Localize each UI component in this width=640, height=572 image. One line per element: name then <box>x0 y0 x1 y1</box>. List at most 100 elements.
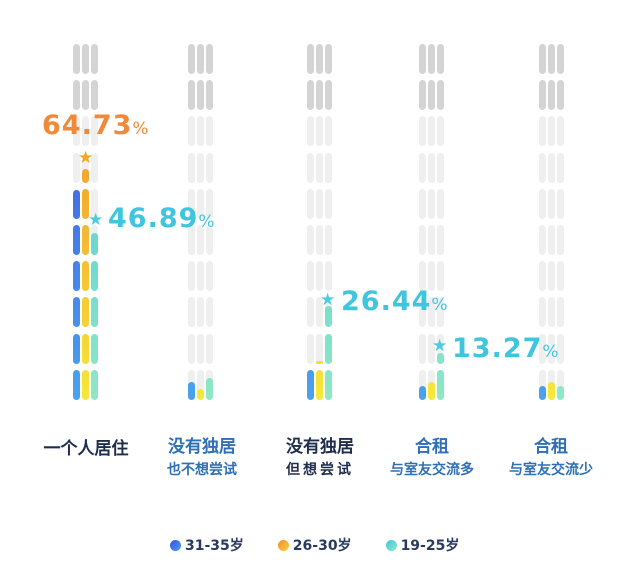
bar-track-segment <box>316 261 323 292</box>
bar-track-segment <box>307 152 314 183</box>
star-icon: ★ <box>88 210 104 230</box>
bar-track-segment <box>539 152 546 183</box>
bar-track-segment <box>316 44 323 74</box>
bar-column-2 <box>188 0 228 410</box>
bar-track-segment <box>206 152 213 183</box>
bar-track-segment <box>548 225 555 255</box>
bar-track-segment <box>437 44 444 74</box>
blue-dot-icon <box>170 539 181 551</box>
bar-track-segment <box>325 152 332 183</box>
bar-track-segment <box>548 152 555 183</box>
bar-track-segment <box>325 116 332 147</box>
bar-track-segment <box>557 116 564 147</box>
bar-fill-26-30岁 <box>82 169 89 183</box>
percent-sign: % <box>431 295 449 315</box>
bar-track-segment <box>206 261 213 292</box>
bar-track-segment <box>197 44 204 74</box>
bar-track-segment <box>316 188 323 219</box>
bar-track-segment <box>73 152 80 183</box>
star-icon: ★ <box>78 148 94 168</box>
bar-track-segment <box>73 80 80 111</box>
bar-track-segment <box>316 225 323 255</box>
bar-fill-26-30岁 <box>82 225 89 255</box>
bar-track-segment <box>428 152 435 183</box>
bar-track-segment <box>188 188 195 219</box>
bar-track-segment <box>206 188 213 219</box>
bar-track-segment <box>437 188 444 219</box>
bar-track-segment <box>437 333 444 364</box>
bar-track-segment <box>316 152 323 183</box>
category-label-5: 合租 与室友交流少 <box>491 432 611 479</box>
bar-track-segment <box>307 80 314 111</box>
orange-dot-icon <box>277 539 289 551</box>
bar-fill-26-30岁 <box>197 389 204 400</box>
label-line2: 与室友交流少 <box>509 462 593 478</box>
callout-value: 64.73 <box>42 110 133 141</box>
legend: 31-35岁 26-30岁 19-25岁 <box>170 535 459 555</box>
bar-track-segment <box>539 333 546 364</box>
label-line2: 也不想尝试 <box>167 462 237 478</box>
label-line1: 没有独居 <box>168 437 236 457</box>
category-label-1: 一个人居住 <box>26 434 146 459</box>
bar-track-segment <box>539 369 546 400</box>
bar-track-segment <box>197 116 204 147</box>
bar-fill-26-30岁 <box>82 188 89 219</box>
bar-track-segment <box>188 80 195 111</box>
legend-label: 19-25岁 <box>400 538 460 554</box>
bar-track-segment <box>188 152 195 183</box>
bar-track-segment <box>188 261 195 292</box>
bar-track-segment <box>82 44 89 74</box>
bar-fill-31-35岁 <box>307 369 314 400</box>
label-line2: 与室友交流多 <box>390 462 474 478</box>
bar-track-segment <box>428 80 435 111</box>
bar-track-segment <box>91 80 98 111</box>
bar-fill-26-30岁 <box>82 261 89 292</box>
bar-track-segment <box>307 188 314 219</box>
bar-fill-31-35岁 <box>539 385 546 400</box>
bar-track-segment <box>206 297 213 328</box>
bar-track-segment <box>197 333 204 364</box>
bar-track-segment <box>82 116 89 147</box>
label-line1: 合租 <box>415 437 449 457</box>
bar-track-segment <box>325 188 332 219</box>
bar-track-segment <box>557 80 564 111</box>
bar-track-segment <box>419 333 426 364</box>
bar-track-segment <box>206 333 213 364</box>
bar-track-segment <box>419 369 426 400</box>
bar-track-segment <box>428 44 435 74</box>
bar-fill-19-25岁 <box>91 232 98 255</box>
bar-track-segment <box>206 44 213 74</box>
bar-track-segment <box>307 261 314 292</box>
bar-track-segment <box>197 297 204 328</box>
bar-track-segment <box>419 188 426 219</box>
bar-track-segment <box>325 261 332 292</box>
bar-track-segment <box>197 80 204 111</box>
percent-sign: % <box>132 119 150 139</box>
bar-track-segment <box>197 261 204 292</box>
bar-fill-31-35岁 <box>73 369 80 400</box>
bar-track-segment <box>188 116 195 147</box>
bar-track-segment <box>557 152 564 183</box>
bar-fill-26-30岁 <box>82 369 89 400</box>
bar-fill-31-35岁 <box>419 385 426 400</box>
bar-track-segment <box>188 333 195 364</box>
bar-track-segment <box>188 44 195 74</box>
bar-fill-31-35岁 <box>73 333 80 364</box>
category-label-4: 合租 与室友交流多 <box>372 432 492 479</box>
label-line1: 合租 <box>534 437 568 457</box>
bar-fill-31-35岁 <box>73 261 80 292</box>
callout-13-27: 13.27% <box>452 333 560 364</box>
bar-fill-19-25岁 <box>91 369 98 400</box>
bar-track-segment <box>557 188 564 219</box>
callout-value: 26.44 <box>341 286 432 317</box>
bar-track-segment <box>437 80 444 111</box>
bar-track-segment <box>437 152 444 183</box>
label-line1: 一个人居住 <box>43 439 129 459</box>
bar-track-segment <box>316 80 323 111</box>
label-line1: 没有独居 <box>286 437 354 457</box>
bar-track-segment <box>91 116 98 147</box>
bar-track-segment <box>316 116 323 147</box>
bar-track-segment <box>325 80 332 111</box>
bar-track-segment <box>557 225 564 255</box>
bar-track-segment <box>419 261 426 292</box>
